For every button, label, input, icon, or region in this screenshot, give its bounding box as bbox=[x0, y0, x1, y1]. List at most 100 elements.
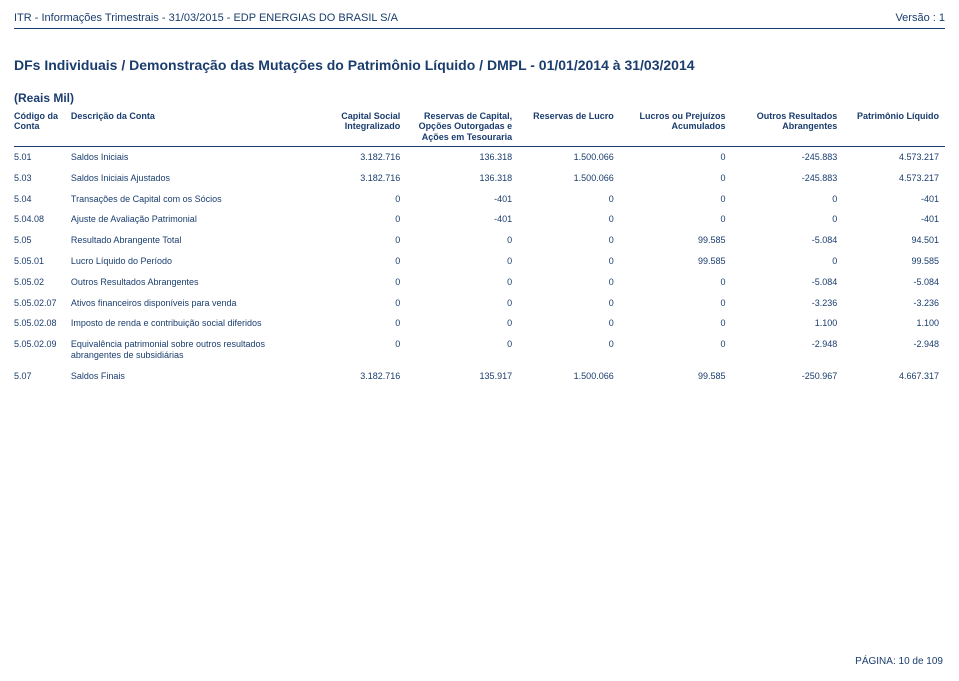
cell-value: 0 bbox=[305, 334, 407, 366]
cell-value: 136.318 bbox=[406, 168, 518, 189]
cell-value: -5.084 bbox=[843, 272, 945, 293]
cell-value: 0 bbox=[620, 189, 732, 210]
cell-value: 0 bbox=[518, 313, 620, 334]
cell-value: 0 bbox=[732, 209, 844, 230]
page-title: DFs Individuais / Demonstração das Mutaç… bbox=[14, 57, 945, 73]
cell-code: 5.07 bbox=[14, 366, 71, 387]
cell-value: 0 bbox=[406, 313, 518, 334]
col-header-text: Código da Conta bbox=[14, 111, 58, 131]
col-header-text: Capital Social Integralizado bbox=[341, 111, 400, 131]
col-header-patrimonio-liquido: Patrimônio Líquido bbox=[843, 111, 945, 147]
header-right: Versão : 1 bbox=[895, 12, 945, 24]
cell-desc: Saldos Iniciais bbox=[71, 147, 305, 168]
cell-value: 3.182.716 bbox=[305, 168, 407, 189]
cell-value: -401 bbox=[843, 209, 945, 230]
col-header-text: Reservas de Lucro bbox=[533, 111, 614, 121]
table-row: 5.04.08Ajuste de Avaliação Patrimonial0-… bbox=[14, 209, 945, 230]
col-header-text: Descrição da Conta bbox=[71, 111, 155, 121]
cell-value: -5.084 bbox=[732, 230, 844, 251]
cell-value: 0 bbox=[406, 272, 518, 293]
cell-code: 5.05.02 bbox=[14, 272, 71, 293]
cell-code: 5.05.02.09 bbox=[14, 334, 71, 366]
cell-value: 136.318 bbox=[406, 147, 518, 168]
cell-value: 0 bbox=[518, 272, 620, 293]
cell-value: 1.500.066 bbox=[518, 366, 620, 387]
cell-value: 0 bbox=[406, 230, 518, 251]
cell-desc: Lucro Líquido do Período bbox=[71, 251, 305, 272]
cell-value: -2.948 bbox=[843, 334, 945, 366]
cell-code: 5.04.08 bbox=[14, 209, 71, 230]
cell-value: 0 bbox=[518, 251, 620, 272]
col-header-text: Patrimônio Líquido bbox=[857, 111, 939, 121]
cell-desc: Saldos Iniciais Ajustados bbox=[71, 168, 305, 189]
table-row: 5.01Saldos Iniciais3.182.716136.3181.500… bbox=[14, 147, 945, 168]
col-header-codigo: Código da Conta bbox=[14, 111, 71, 147]
cell-value: 94.501 bbox=[843, 230, 945, 251]
col-header-text: Outros Resultados Abrangentes bbox=[757, 111, 838, 131]
table-row: 5.05.02Outros Resultados Abrangentes0000… bbox=[14, 272, 945, 293]
cell-value: 0 bbox=[518, 189, 620, 210]
cell-value: -401 bbox=[406, 189, 518, 210]
cell-value: 3.182.716 bbox=[305, 366, 407, 387]
table-row: 5.05.01Lucro Líquido do Período00099.585… bbox=[14, 251, 945, 272]
cell-value: 3.182.716 bbox=[305, 147, 407, 168]
cell-value: 0 bbox=[305, 230, 407, 251]
cell-value: 0 bbox=[620, 313, 732, 334]
dmpl-table: Código da Conta Descrição da Conta Capit… bbox=[14, 111, 945, 387]
table-header-row: Código da Conta Descrição da Conta Capit… bbox=[14, 111, 945, 147]
table-row: 5.05.02.09Equivalência patrimonial sobre… bbox=[14, 334, 945, 366]
cell-code: 5.01 bbox=[14, 147, 71, 168]
cell-value: 99.585 bbox=[620, 230, 732, 251]
cell-value: 0 bbox=[620, 293, 732, 314]
cell-value: 4.667.317 bbox=[843, 366, 945, 387]
table-head: Código da Conta Descrição da Conta Capit… bbox=[14, 111, 945, 147]
table-row: 5.05.02.08Imposto de renda e contribuiçã… bbox=[14, 313, 945, 334]
cell-value: 0 bbox=[305, 189, 407, 210]
cell-value: 0 bbox=[620, 209, 732, 230]
cell-value: -2.948 bbox=[732, 334, 844, 366]
table-row: 5.07Saldos Finais3.182.716135.9171.500.0… bbox=[14, 366, 945, 387]
cell-value: -250.967 bbox=[732, 366, 844, 387]
cell-value: 0 bbox=[620, 272, 732, 293]
table-row: 5.03Saldos Iniciais Ajustados3.182.71613… bbox=[14, 168, 945, 189]
cell-value: 1.500.066 bbox=[518, 168, 620, 189]
cell-value: 4.573.217 bbox=[843, 147, 945, 168]
cell-value: 0 bbox=[305, 209, 407, 230]
page-footer: PÁGINA: 10 de 109 bbox=[855, 656, 943, 667]
cell-desc: Saldos Finais bbox=[71, 366, 305, 387]
cell-code: 5.05.01 bbox=[14, 251, 71, 272]
col-header-reservas-capital: Reservas de Capital, Opções Outorgadas e… bbox=[406, 111, 518, 147]
cell-value: 99.585 bbox=[620, 251, 732, 272]
col-header-lucros-prejuizos: Lucros ou Prejuízos Acumulados bbox=[620, 111, 732, 147]
cell-value: 0 bbox=[732, 189, 844, 210]
table-row: 5.04Transações de Capital com os Sócios0… bbox=[14, 189, 945, 210]
header-rule bbox=[14, 28, 945, 29]
cell-value: -245.883 bbox=[732, 168, 844, 189]
cell-value: 99.585 bbox=[620, 366, 732, 387]
col-header-outros-resultados: Outros Resultados Abrangentes bbox=[732, 111, 844, 147]
cell-code: 5.05.02.07 bbox=[14, 293, 71, 314]
cell-value: 0 bbox=[518, 230, 620, 251]
cell-value: 1.100 bbox=[732, 313, 844, 334]
cell-value: -401 bbox=[406, 209, 518, 230]
col-header-text: Reservas de Capital, Opções Outorgadas e… bbox=[419, 111, 513, 142]
table-body: 5.01Saldos Iniciais3.182.716136.3181.500… bbox=[14, 147, 945, 387]
cell-desc: Ativos financeiros disponíveis para vend… bbox=[71, 293, 305, 314]
col-header-capital-social: Capital Social Integralizado bbox=[305, 111, 407, 147]
subtitle-unit: (Reais Mil) bbox=[14, 91, 945, 105]
cell-value: -245.883 bbox=[732, 147, 844, 168]
cell-value: 0 bbox=[518, 209, 620, 230]
cell-code: 5.05.02.08 bbox=[14, 313, 71, 334]
cell-value: 0 bbox=[305, 272, 407, 293]
col-header-reservas-lucro: Reservas de Lucro bbox=[518, 111, 620, 147]
col-header-text: Lucros ou Prejuízos Acumulados bbox=[640, 111, 726, 131]
cell-value: 99.585 bbox=[843, 251, 945, 272]
cell-value: 0 bbox=[406, 251, 518, 272]
cell-value: 0 bbox=[518, 334, 620, 366]
cell-desc: Equivalência patrimonial sobre outros re… bbox=[71, 334, 305, 366]
cell-desc: Resultado Abrangente Total bbox=[71, 230, 305, 251]
cell-desc: Ajuste de Avaliação Patrimonial bbox=[71, 209, 305, 230]
cell-desc: Transações de Capital com os Sócios bbox=[71, 189, 305, 210]
cell-value: 0 bbox=[620, 147, 732, 168]
cell-value: -401 bbox=[843, 189, 945, 210]
